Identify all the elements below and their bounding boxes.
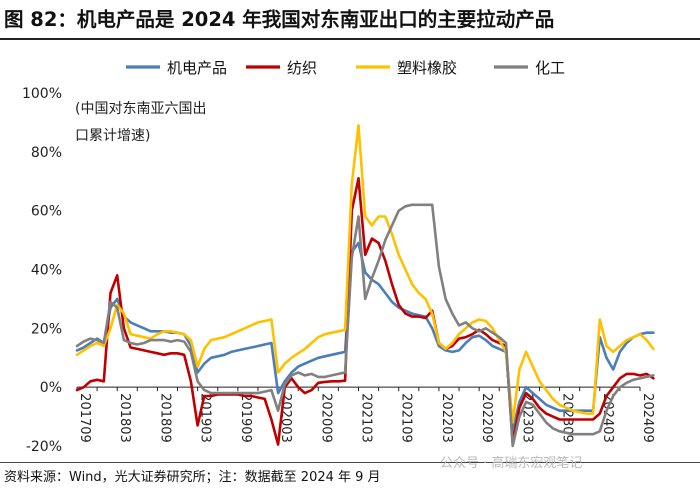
y-tick-label: 0% bbox=[40, 380, 62, 396]
y-tick-label: 60% bbox=[31, 204, 62, 220]
x-tick-label: 201809 bbox=[157, 393, 172, 443]
footer-divider bbox=[0, 462, 700, 463]
x-axis: 201709 201803 201809 201903 201909 202003 2020… bbox=[76, 386, 655, 443]
y-tick-label: 80% bbox=[31, 145, 62, 161]
legend-label: 纺织 bbox=[287, 59, 317, 77]
x-tick-label: 202409 bbox=[640, 393, 655, 443]
series-line bbox=[75, 203, 655, 448]
series-line bbox=[75, 177, 655, 446]
line-chart: -20% 0% 20% 40% 60% 80% 100% 201709 201803 20180… bbox=[22, 59, 655, 455]
x-tick-label: 202209 bbox=[479, 393, 494, 443]
x-tick-label: 202009 bbox=[318, 393, 333, 443]
series-line bbox=[75, 124, 655, 424]
legend-label: 化工 bbox=[535, 59, 565, 77]
x-tick-label: 202403 bbox=[600, 393, 615, 443]
legend: 机电产品 纺织 塑料橡胶 化工 bbox=[126, 59, 565, 77]
x-tick-label: 201803 bbox=[117, 393, 132, 443]
legend-label: 塑料橡胶 bbox=[397, 59, 457, 77]
watermark-text: 公众号 · 高瑞东宏观笔记 bbox=[440, 456, 583, 471]
x-tick-label: 202103 bbox=[359, 393, 374, 443]
y-tick-label: -20% bbox=[26, 439, 62, 455]
axis-note-line: 口累计增速) bbox=[75, 128, 150, 144]
series-lines bbox=[75, 124, 655, 448]
y-tick-label: 100% bbox=[22, 86, 62, 102]
axis-note-line: (中国对东南亚六国出 bbox=[75, 101, 206, 117]
figure-title: 图 82：机电产品是 2024 年我国对东南亚出口的主要拉动产品 bbox=[4, 8, 555, 31]
source-note: 资料来源：Wind，光大证券研究所；注：数据截至 2024 年 9 月 bbox=[4, 470, 381, 485]
x-tick-label: 201909 bbox=[238, 393, 253, 443]
y-tick-label: 20% bbox=[31, 321, 62, 337]
y-tick-label: 40% bbox=[31, 263, 62, 279]
legend-label: 机电产品 bbox=[167, 59, 227, 77]
x-tick-label: 202109 bbox=[399, 393, 414, 443]
x-tick-label: 201709 bbox=[77, 393, 92, 443]
y-axis: -20% 0% 20% 40% 60% 80% 100% bbox=[22, 86, 62, 455]
title-divider bbox=[0, 38, 700, 40]
x-tick-label: 202203 bbox=[439, 393, 454, 443]
